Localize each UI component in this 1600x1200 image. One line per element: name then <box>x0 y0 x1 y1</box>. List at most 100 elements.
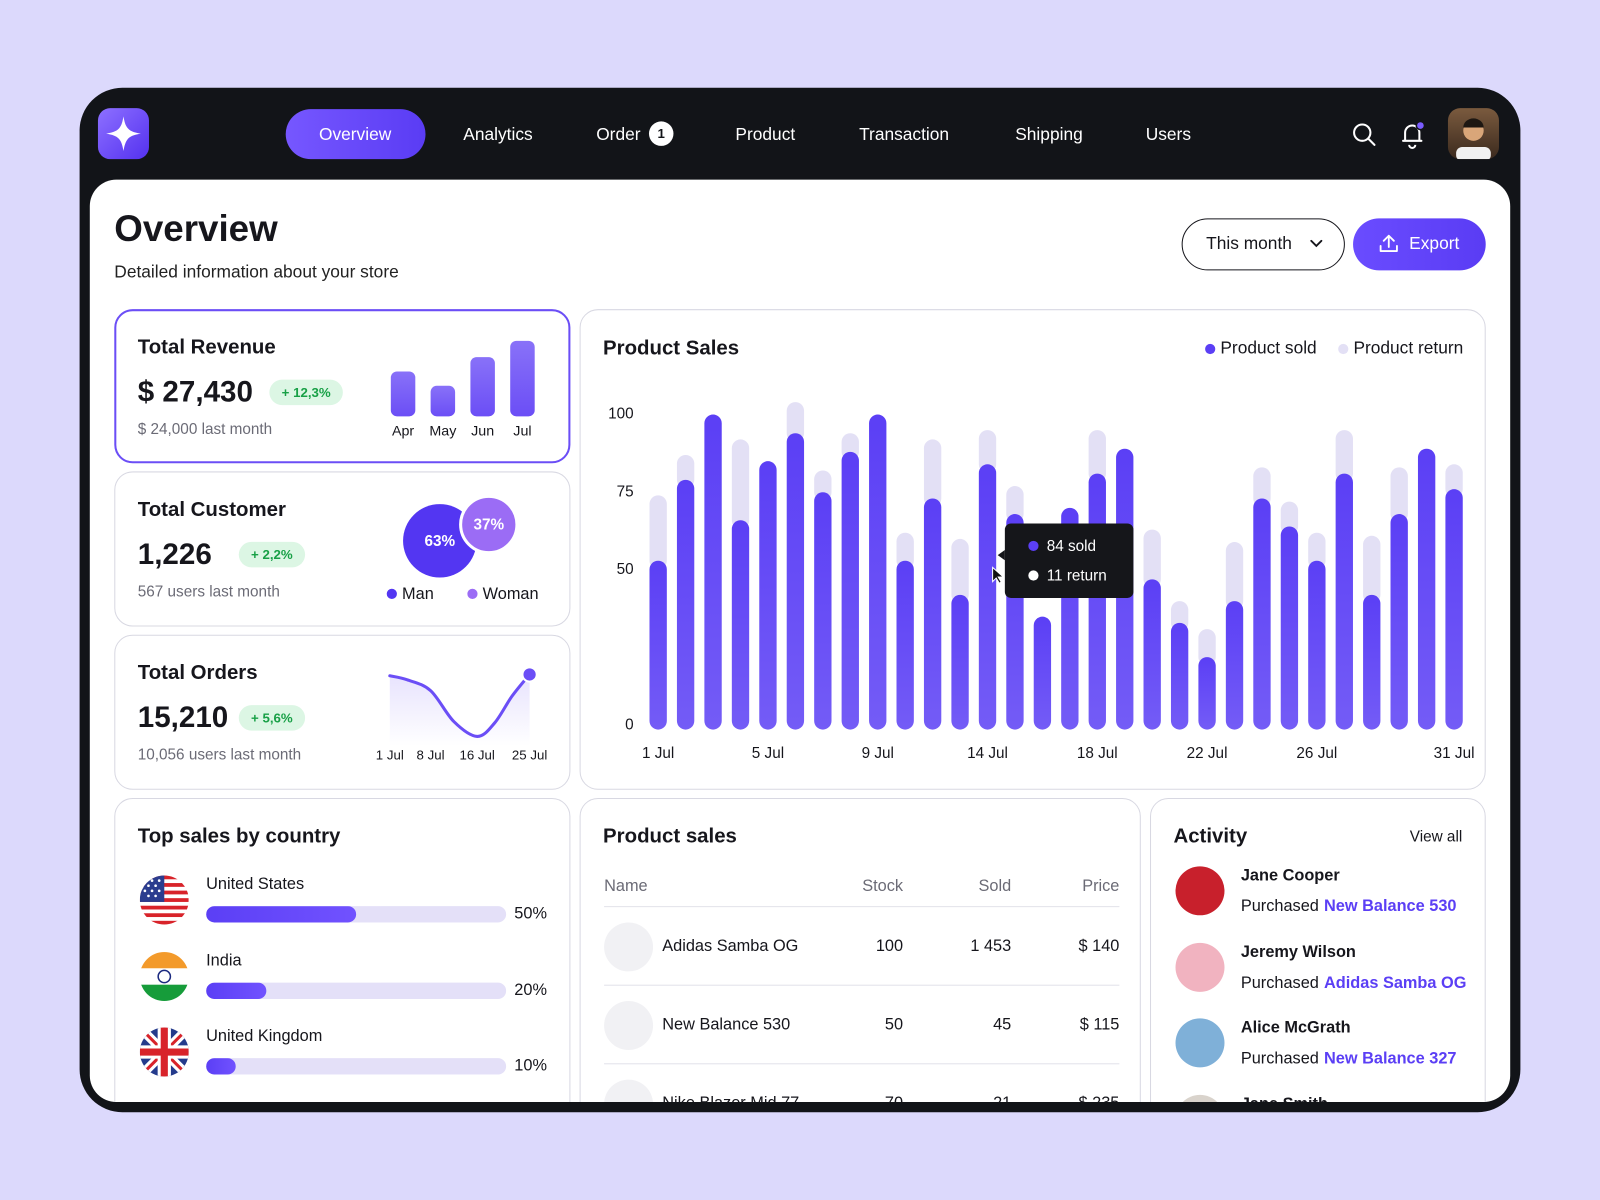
bar-sold <box>1308 560 1326 730</box>
table-cell: $ 235 <box>1079 1095 1120 1102</box>
circle-element <box>147 894 150 898</box>
product-thumb <box>604 922 654 972</box>
search-lens <box>1353 123 1372 142</box>
legend-dot <box>386 588 397 599</box>
flag-wheel <box>157 969 172 984</box>
flag-india-art <box>139 952 189 1002</box>
bar-sold <box>786 433 805 730</box>
chevron-icon <box>1310 239 1323 248</box>
legend-label: Man <box>402 585 434 603</box>
table-cell: $ 140 <box>1078 937 1120 956</box>
bubble-label: 63% <box>424 533 455 550</box>
card-value: 15,210 <box>137 701 229 735</box>
circle-element <box>157 889 161 893</box>
bar-return <box>951 538 969 604</box>
activity-name: Alice McGrath <box>1240 1019 1351 1037</box>
nav-item[interactable]: Shipping <box>1015 124 1083 144</box>
logo[interactable] <box>97 108 149 160</box>
star-shape <box>106 116 141 152</box>
card-title: Activity <box>1173 824 1248 848</box>
activity-line: Purchased New Balance 530 <box>1241 898 1457 916</box>
bar-sold <box>649 560 667 730</box>
activity-product[interactable]: New Balance 327 <box>1323 1049 1457 1068</box>
table-cell: 100 <box>875 937 904 956</box>
country-percent: 50% <box>514 905 547 923</box>
export-icon-path <box>1379 234 1398 252</box>
activity-name: Jane Smith <box>1241 1095 1328 1102</box>
flag-saffron <box>139 952 189 969</box>
bar-sold <box>731 520 750 730</box>
table-cell: 70 <box>885 1095 903 1102</box>
bar-return <box>1280 501 1299 536</box>
x-tick-label: 26 Jul <box>1296 745 1337 762</box>
card-title: Total Customer <box>137 498 286 521</box>
activity-product[interactable]: New Balance 530 <box>1323 897 1457 916</box>
export-icon <box>1379 234 1398 252</box>
nav-active-pill[interactable] <box>285 109 426 160</box>
bar-sold <box>951 594 969 730</box>
x-tick-label: 1 Jul <box>642 745 674 762</box>
flag-uk <box>139 1027 189 1077</box>
mini-bar <box>510 340 535 417</box>
country-percent: 10% <box>514 1057 547 1075</box>
nav-item[interactable]: Order <box>596 124 641 144</box>
circle-element <box>154 884 157 888</box>
x-tick-label: 9 Jul <box>862 745 894 762</box>
nav-item[interactable]: Product <box>735 124 796 144</box>
nav-item[interactable]: Analytics <box>463 124 533 144</box>
card-title: Total Revenue <box>137 336 276 359</box>
product-table-card: Product sales Name Stock Sold Price Adidas S… <box>579 797 1141 1103</box>
view-all-link[interactable]: View all <box>1409 828 1463 846</box>
line-end-point <box>521 666 538 683</box>
bar-sold <box>1417 448 1436 730</box>
bell-icon[interactable] <box>1399 119 1428 150</box>
table-divider <box>604 1063 1120 1065</box>
progress-track <box>206 906 507 923</box>
x-tick-label: 14 Jul <box>967 745 1008 762</box>
card-note: 10,056 users last month <box>137 746 302 764</box>
mini-bar-label: Jul <box>513 423 531 439</box>
period-select[interactable]: This month <box>1181 218 1345 271</box>
table-cell: 21 <box>993 1095 1011 1102</box>
chart-title: Product Sales <box>603 337 739 359</box>
country-name: United States <box>206 875 305 893</box>
bar-sold <box>814 492 832 730</box>
export-button[interactable]: Export <box>1353 218 1486 271</box>
activity-avatar <box>1175 942 1225 992</box>
activity-action: Purchased <box>1240 1049 1319 1068</box>
bar-sold <box>704 414 722 730</box>
user-avatar[interactable] <box>1447 108 1499 160</box>
tooltip-dot <box>1028 540 1039 552</box>
bar-return <box>1143 529 1161 589</box>
card-title: Top sales by country <box>137 824 341 848</box>
cursor <box>992 566 1005 584</box>
bar-return <box>1308 532 1326 570</box>
flag-white <box>139 968 189 985</box>
nav-badge: 1 <box>648 121 674 146</box>
flag-us-art <box>139 875 189 925</box>
bell-dot <box>1415 120 1426 131</box>
bar-sold <box>1445 489 1463 730</box>
nav-item[interactable]: Transaction <box>859 124 950 144</box>
content-panel: Overview Detailed information about your… <box>89 179 1511 1103</box>
tooltip-box <box>1004 523 1134 598</box>
bar-return <box>1170 601 1189 632</box>
nav-item[interactable]: Users <box>1145 124 1192 144</box>
activity-product[interactable]: Adidas Samba OG <box>1323 973 1467 992</box>
search-icon[interactable] <box>1351 121 1378 148</box>
country-name: India <box>206 951 242 969</box>
card-note: $ 24,000 last month <box>137 420 273 439</box>
table-cell: 1 453 <box>970 937 1012 956</box>
flag-uk-art <box>139 1027 189 1077</box>
progress-bar <box>206 906 357 923</box>
card-title: Total Orders <box>137 661 258 685</box>
orders-line-chart: 1 Jul 8 Jul 16 Jul 25 Jul <box>376 666 547 763</box>
orders-card: Total Orders 15,210 + 5,6% 10,056 users … <box>114 634 571 790</box>
nav-item[interactable]: Overview <box>318 124 392 144</box>
tooltip: 84 sold 11 return <box>997 523 1134 598</box>
bar-return <box>896 532 914 570</box>
product-sales-chart: Product Sales 0 50 75 100 1 Jul 5 Jul 9 Jul 14 … <box>603 337 1474 762</box>
bar-return <box>1445 464 1463 498</box>
